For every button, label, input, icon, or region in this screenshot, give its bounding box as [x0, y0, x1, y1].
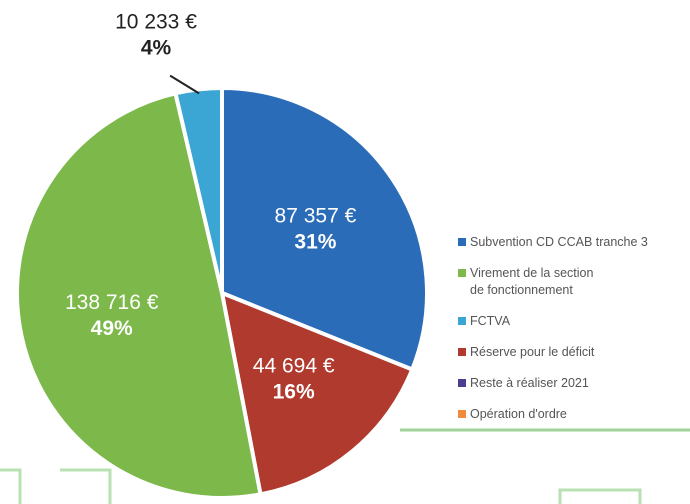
- legend-item: Reste à réaliser 2021: [458, 375, 648, 392]
- leader-line: [169, 74, 200, 95]
- legend-label: Reste à réaliser 2021: [470, 376, 589, 390]
- pie: 87 357 € 31% 44 694 € 16% 138 716 € 49% 10 233…: [15, 11, 429, 500]
- pie-slice: [173, 85, 224, 294]
- value-label: 138 716 €: [65, 291, 159, 314]
- legend-item: FCTVA: [458, 313, 648, 330]
- legend-swatch: [458, 348, 466, 356]
- legend-label: Réserve pour le déficit: [470, 345, 595, 359]
- legend-swatch: [458, 269, 466, 277]
- pie-slice: [220, 85, 429, 373]
- legend-label: Opération d'ordre: [470, 407, 567, 421]
- legend-swatch: [458, 379, 466, 387]
- percent-label: 4%: [141, 37, 172, 60]
- legend: Subvention CD CCAB tranche 3 Virement de …: [458, 234, 648, 437]
- value-label: 87 357 €: [275, 204, 357, 227]
- decoration: [0, 468, 642, 504]
- legend-swatch: [458, 410, 466, 418]
- pie-slice: [219, 289, 415, 497]
- legend-swatch: [458, 238, 466, 246]
- legend-item: Opération d'ordre: [458, 406, 648, 423]
- legend-item: Virement de la section de fonctionnement: [458, 265, 648, 299]
- pie-slice: [15, 90, 263, 500]
- percent-label: 31%: [294, 230, 336, 253]
- percent-label: 16%: [273, 381, 315, 404]
- legend-label: FCTVA: [470, 314, 511, 328]
- legend-item: Subvention CD CCAB tranche 3: [458, 234, 648, 251]
- legend-label: Virement de la section de fonctionnement: [470, 266, 594, 297]
- legend-item: Réserve pour le déficit: [458, 344, 648, 361]
- percent-label: 49%: [91, 317, 133, 340]
- legend-swatch: [458, 317, 466, 325]
- value-label: 10 233 €: [115, 11, 197, 34]
- legend-label: Subvention CD CCAB tranche 3: [470, 235, 648, 249]
- value-label: 44 694 €: [253, 355, 335, 378]
